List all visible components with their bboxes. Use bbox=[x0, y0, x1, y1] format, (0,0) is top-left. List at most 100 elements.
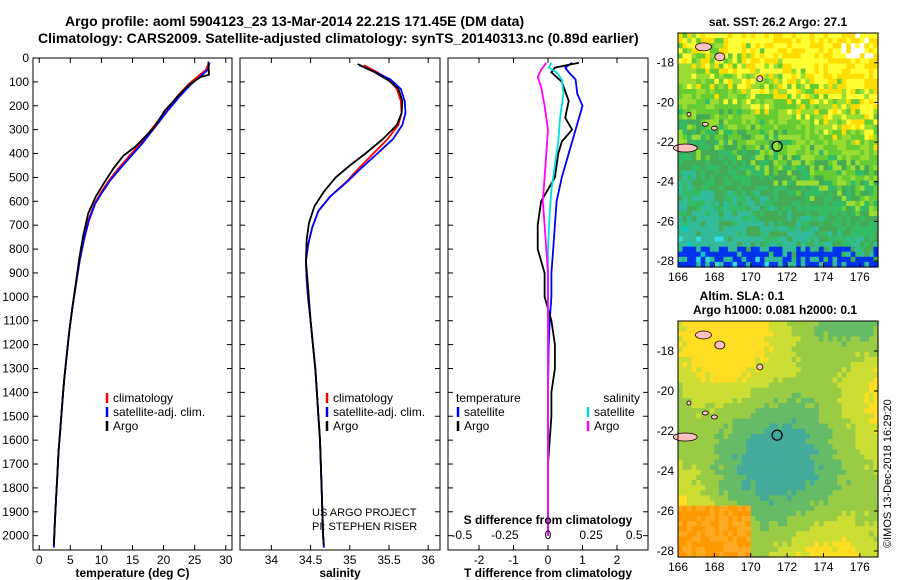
island-landmass bbox=[686, 111, 692, 117]
map-y-tick-label: -20 bbox=[657, 384, 675, 398]
legend-header-salinity: salinity bbox=[603, 391, 640, 405]
y-tick-label: 800 bbox=[9, 242, 29, 256]
y-tick-label: 1300 bbox=[2, 361, 29, 375]
island-landmass bbox=[686, 400, 692, 406]
y-tick-label: 700 bbox=[9, 218, 29, 232]
y-tick-label: 1000 bbox=[2, 290, 29, 304]
y-tick-label: 1900 bbox=[2, 505, 29, 519]
map-y-tick-label: -24 bbox=[657, 175, 675, 189]
map-y-tick-label: -18 bbox=[657, 56, 675, 70]
x-tick-label: 35 bbox=[343, 553, 357, 567]
legend-entry-temperature: Argo bbox=[113, 419, 139, 433]
y-tick-label: 1800 bbox=[2, 481, 29, 495]
map-x-tick-label: 170 bbox=[741, 560, 761, 574]
map-x-tick-label: 166 bbox=[668, 560, 688, 574]
legend-entry-salinity: satellite-adj. clim. bbox=[333, 405, 425, 419]
credit-project: US ARGO PROJECT bbox=[312, 507, 417, 519]
sla-map-title: Altim. SLA: 0.1 bbox=[700, 289, 785, 303]
island-landmass bbox=[701, 410, 709, 416]
map-y-tick-label: -28 bbox=[657, 254, 675, 268]
title-line-1: Argo profile: aoml 5904123_23 13-Mar-201… bbox=[65, 13, 524, 29]
x-tick-label: 36 bbox=[422, 553, 436, 567]
series-line bbox=[304, 64, 403, 548]
island-landmass bbox=[672, 432, 698, 442]
sst-field bbox=[678, 33, 879, 268]
map-x-tick-label: 176 bbox=[850, 270, 870, 284]
y-tick-label: 1600 bbox=[2, 433, 29, 447]
x-axis-label-temperature: temperature (deg C) bbox=[75, 566, 189, 580]
map-x-tick-label: 174 bbox=[813, 560, 833, 574]
x-axis-label-salinity: salinity bbox=[319, 566, 361, 580]
map-y-tick-label: -20 bbox=[657, 95, 675, 109]
x-tick-label: 30 bbox=[219, 553, 233, 567]
map-y-tick-label: -22 bbox=[657, 424, 675, 438]
series-line bbox=[536, 61, 580, 536]
island-landmass bbox=[695, 42, 712, 52]
map-y-tick-label: -22 bbox=[657, 135, 675, 149]
y-tick-label: 1700 bbox=[2, 457, 29, 471]
panel-frame-salinity bbox=[239, 57, 441, 551]
title-line-2: Climatology: CARS2009. Satellite-adjuste… bbox=[38, 30, 639, 46]
legend-entry-difference: Argo bbox=[464, 419, 490, 433]
profile-location-marker bbox=[771, 140, 783, 152]
island-landmass bbox=[672, 143, 698, 153]
legend-entry-salinity: climatology bbox=[333, 391, 393, 405]
y-tick-label: 1500 bbox=[2, 409, 29, 423]
map-y-tick-label: -18 bbox=[657, 344, 675, 358]
map-x-tick-label: 172 bbox=[777, 270, 797, 284]
map-y-tick-label: -26 bbox=[657, 504, 675, 518]
x-tick-label: 1 bbox=[579, 553, 586, 567]
island-landmass bbox=[695, 330, 712, 340]
y-tick-label: 300 bbox=[9, 123, 29, 137]
y-tick-label: 100 bbox=[9, 75, 29, 89]
y-tick-label: 900 bbox=[9, 266, 29, 280]
legend-entry-difference: satellite bbox=[594, 405, 635, 419]
x-axis-label-difference: T difference from climatology bbox=[464, 566, 632, 580]
sla-map-frame bbox=[677, 320, 879, 558]
legend-entry-salinity: Argo bbox=[333, 419, 359, 433]
y-tick-label: 1400 bbox=[2, 385, 29, 399]
series-line bbox=[52, 61, 210, 546]
map-x-tick-label: 172 bbox=[777, 560, 797, 574]
profile-location-marker bbox=[771, 429, 783, 441]
x-tick-label: 2 bbox=[614, 553, 621, 567]
x-tick-label: 15 bbox=[126, 553, 140, 567]
x2-tick-label: 0.5 bbox=[626, 528, 643, 542]
x-tick-label: 34 bbox=[265, 553, 279, 567]
y-tick-label: 1100 bbox=[3, 314, 29, 328]
series-line bbox=[52, 62, 210, 548]
y-tick-label: 0 bbox=[22, 51, 29, 65]
x2-axis-label: S difference from climatology bbox=[464, 513, 633, 527]
legend-entry-temperature: satellite-adj. clim. bbox=[113, 405, 205, 419]
series-line bbox=[536, 62, 549, 536]
map-x-tick-label: 174 bbox=[813, 270, 833, 284]
x-tick-label: 5 bbox=[67, 553, 74, 567]
sst-map-frame bbox=[677, 32, 879, 268]
sla-map-subtitle: Argo h1000: 0.081 h2000: 0.1 bbox=[693, 303, 857, 317]
island-landmass bbox=[714, 340, 726, 350]
map-x-tick-label: 168 bbox=[704, 560, 724, 574]
legend-header-temperature: temperature bbox=[456, 391, 521, 405]
x-tick-label: 35.5 bbox=[377, 553, 401, 567]
map-y-tick-label: -28 bbox=[657, 544, 675, 558]
island-landmass bbox=[714, 52, 726, 62]
map-x-tick-label: 166 bbox=[668, 270, 688, 284]
x-tick-label: 0 bbox=[545, 553, 552, 567]
series-line bbox=[52, 62, 211, 548]
x-tick-label: 34.5 bbox=[299, 553, 323, 567]
y-tick-label: 600 bbox=[9, 194, 29, 208]
x2-tick-label: 0.25 bbox=[579, 528, 603, 542]
x-tick-label: 20 bbox=[157, 553, 171, 567]
island-landmass bbox=[710, 125, 718, 131]
island-landmass bbox=[756, 75, 764, 83]
y-tick-label: 2000 bbox=[2, 529, 29, 543]
y-tick-label: 1200 bbox=[2, 338, 29, 352]
y-tick-label: 400 bbox=[9, 147, 29, 161]
x-tick-label: -1 bbox=[508, 553, 519, 567]
legend-entry-difference: Argo bbox=[594, 419, 620, 433]
map-x-tick-label: 168 bbox=[704, 270, 724, 284]
x2-tick-label: 0 bbox=[545, 528, 552, 542]
x-tick-label: -2 bbox=[474, 553, 485, 567]
